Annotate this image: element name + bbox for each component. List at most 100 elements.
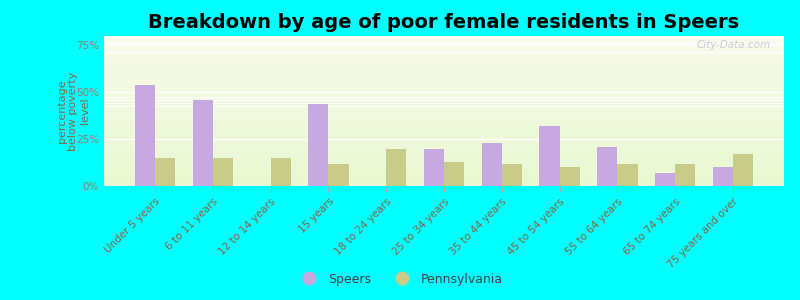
Bar	[104, 51, 784, 52]
Bar	[559, 167, 580, 186]
Bar	[104, 146, 784, 147]
Bar	[104, 55, 784, 56]
Bar	[104, 96, 784, 97]
Bar	[104, 93, 784, 94]
Bar	[104, 179, 784, 180]
Bar	[104, 100, 784, 101]
Bar	[104, 169, 784, 170]
Bar	[104, 71, 784, 72]
Bar	[539, 126, 559, 186]
Bar	[104, 84, 784, 85]
Bar	[104, 103, 784, 104]
Bar	[104, 152, 784, 153]
Bar	[104, 108, 784, 109]
Bar	[104, 107, 784, 108]
Bar	[104, 147, 784, 148]
Bar	[104, 175, 784, 176]
Bar	[104, 44, 784, 45]
Bar	[104, 133, 784, 134]
Bar	[104, 157, 784, 158]
Bar	[104, 80, 784, 81]
Bar	[104, 97, 784, 98]
Bar	[104, 170, 784, 171]
Bar	[104, 118, 784, 119]
Bar	[104, 100, 784, 101]
Bar	[329, 164, 349, 186]
Bar	[104, 173, 784, 174]
Text: City-Data.com: City-Data.com	[696, 40, 770, 50]
Bar	[104, 72, 784, 73]
Title: Breakdown by age of poor female residents in Speers: Breakdown by age of poor female resident…	[149, 13, 739, 32]
Bar	[104, 37, 784, 38]
Bar	[104, 52, 784, 53]
Bar	[104, 46, 784, 47]
Bar	[104, 109, 784, 110]
Bar	[104, 162, 784, 163]
Bar	[104, 116, 784, 117]
Bar	[104, 45, 784, 46]
Bar	[104, 169, 784, 170]
Bar	[104, 115, 784, 116]
Bar	[104, 85, 784, 86]
Bar	[104, 94, 784, 95]
Bar	[104, 65, 784, 66]
Bar	[104, 42, 784, 43]
Bar	[104, 171, 784, 172]
Bar	[104, 164, 784, 165]
Bar	[104, 155, 784, 156]
Bar	[104, 114, 784, 115]
Bar	[618, 164, 638, 186]
Bar	[104, 102, 784, 103]
Bar	[104, 148, 784, 149]
Bar	[104, 184, 784, 185]
Bar	[104, 122, 784, 123]
Bar	[104, 181, 784, 182]
Bar	[104, 159, 784, 160]
Bar	[104, 56, 784, 57]
Bar	[270, 158, 291, 186]
Legend: Speers, Pennsylvania: Speers, Pennsylvania	[292, 268, 508, 291]
Bar	[104, 145, 784, 146]
Bar	[104, 144, 784, 145]
Bar	[104, 41, 784, 42]
Bar	[104, 120, 784, 121]
Bar	[104, 125, 784, 126]
Bar	[104, 59, 784, 60]
Bar	[104, 64, 784, 65]
Bar	[104, 40, 784, 41]
Bar	[104, 176, 784, 177]
Bar	[104, 67, 784, 68]
Bar	[104, 89, 784, 90]
Bar	[104, 101, 784, 102]
Bar	[104, 183, 784, 184]
Bar	[104, 127, 784, 128]
Bar	[104, 36, 784, 37]
Bar	[104, 185, 784, 186]
Bar	[104, 86, 784, 87]
Bar	[104, 104, 784, 105]
Bar	[733, 154, 753, 186]
Bar	[104, 132, 784, 133]
Bar	[104, 73, 784, 74]
Bar	[482, 143, 502, 186]
Bar	[104, 160, 784, 161]
Bar	[104, 178, 784, 179]
Bar	[104, 143, 784, 144]
Bar	[193, 100, 213, 186]
Bar	[104, 113, 784, 114]
Bar	[104, 68, 784, 69]
Bar	[104, 61, 784, 62]
Bar	[104, 74, 784, 75]
Bar	[308, 103, 329, 186]
Bar	[104, 39, 784, 40]
Bar	[104, 90, 784, 91]
Bar	[104, 75, 784, 76]
Bar	[104, 53, 784, 54]
Bar	[104, 142, 784, 143]
Bar	[104, 141, 784, 142]
Bar	[655, 173, 675, 186]
Bar	[104, 60, 784, 61]
Bar	[104, 128, 784, 129]
Bar	[444, 162, 464, 186]
Bar	[502, 164, 522, 186]
